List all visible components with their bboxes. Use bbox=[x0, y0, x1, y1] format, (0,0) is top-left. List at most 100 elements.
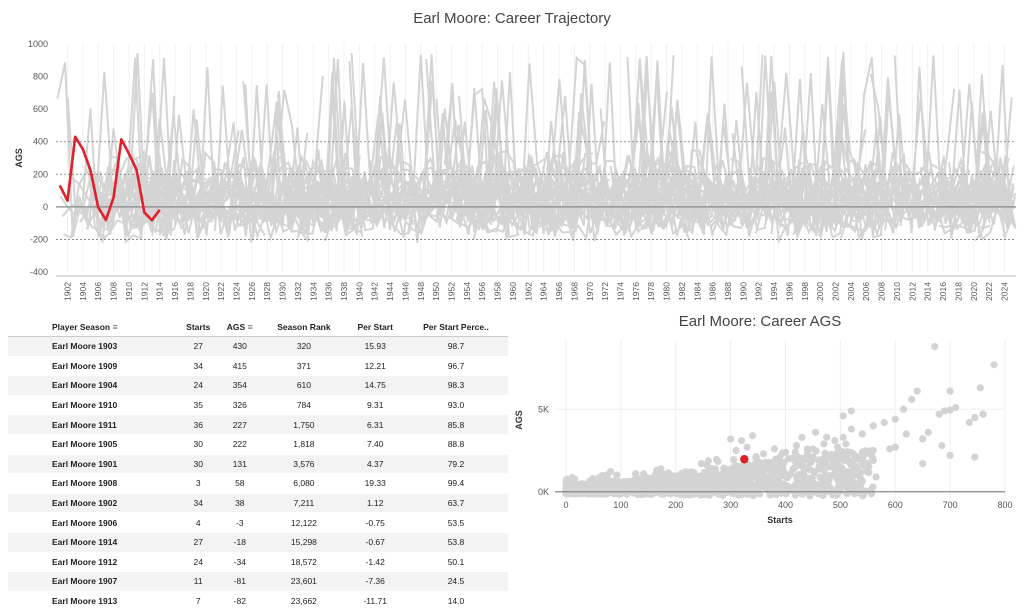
league-point bbox=[657, 480, 665, 488]
league-point bbox=[584, 490, 592, 498]
league-point bbox=[832, 457, 841, 465]
league-point bbox=[567, 485, 576, 494]
league-point bbox=[564, 487, 572, 495]
league-point bbox=[692, 489, 700, 497]
table-row[interactable]: Earl Moore 1907 11 -81 23,601 -7.36 24.5 bbox=[8, 571, 508, 592]
league-point bbox=[862, 447, 870, 455]
league-point bbox=[886, 445, 894, 453]
league-point bbox=[583, 484, 591, 492]
league-point bbox=[822, 452, 831, 460]
league-point bbox=[840, 456, 849, 465]
league-point bbox=[852, 452, 860, 461]
league-point bbox=[565, 487, 573, 495]
league-point bbox=[679, 471, 687, 479]
league-point bbox=[661, 480, 669, 488]
league-point bbox=[839, 412, 847, 420]
league-point bbox=[585, 483, 594, 491]
sort-icon[interactable]: ≡ bbox=[112, 322, 118, 332]
table-cell: 30 bbox=[178, 454, 219, 475]
league-point bbox=[832, 470, 841, 479]
league-point bbox=[719, 491, 727, 499]
table-row[interactable]: Earl Moore 1906 4 -3 12,122 -0.75 53.5 bbox=[8, 512, 508, 533]
league-point bbox=[971, 413, 979, 422]
league-point bbox=[665, 482, 673, 490]
col-header-ags[interactable]: AGS ≡ bbox=[218, 318, 262, 337]
league-point bbox=[570, 489, 578, 497]
league-point bbox=[585, 487, 593, 495]
table-row[interactable]: Earl Moore 1901 30 131 3,576 4.37 79.2 bbox=[8, 454, 508, 475]
league-point bbox=[566, 487, 574, 496]
x-tick-label: 1942 bbox=[370, 282, 380, 301]
league-point bbox=[563, 490, 572, 498]
table-row[interactable]: Earl Moore 1909 34 415 371 12.21 96.7 bbox=[8, 356, 508, 377]
league-point bbox=[562, 487, 571, 495]
table-cell: -34 bbox=[218, 552, 262, 573]
league-point bbox=[835, 462, 843, 470]
league-point bbox=[804, 455, 812, 464]
league-point bbox=[573, 485, 581, 493]
table-row[interactable]: Earl Moore 1913 7 -82 23,662 -11.71 14.0 bbox=[8, 591, 508, 611]
league-point bbox=[712, 470, 721, 478]
table-row[interactable]: Earl Moore 1911 36 227 1,750 6.31 85.8 bbox=[8, 414, 508, 435]
col-header-per-start-percentile[interactable]: Per Start Perce.. bbox=[403, 318, 508, 337]
league-point bbox=[919, 460, 927, 468]
league-point bbox=[570, 486, 578, 494]
league-point bbox=[830, 463, 838, 471]
league-point bbox=[722, 484, 731, 492]
table-row[interactable]: Earl Moore 1912 24 -34 18,572 -1.42 50.1 bbox=[8, 552, 508, 573]
league-point bbox=[794, 487, 802, 496]
league-point bbox=[703, 461, 711, 469]
table-row[interactable]: Earl Moore 1902 34 38 7,211 1.12 63.7 bbox=[8, 493, 508, 514]
league-point bbox=[835, 478, 843, 486]
league-point bbox=[650, 489, 658, 497]
league-point bbox=[733, 474, 741, 482]
league-point bbox=[658, 470, 667, 478]
league-point bbox=[772, 455, 780, 463]
league-point bbox=[772, 464, 781, 472]
league-point bbox=[731, 474, 739, 482]
col-header-starts[interactable]: Starts bbox=[178, 318, 219, 337]
league-point bbox=[581, 487, 589, 495]
table-row[interactable]: Earl Moore 1905 30 222 1,818 7.40 88.8 bbox=[8, 434, 508, 455]
league-point bbox=[570, 489, 578, 497]
col-header-season-rank[interactable]: Season Rank bbox=[261, 318, 347, 337]
table-row[interactable]: Earl Moore 1908 3 58 6,080 19.33 99.4 bbox=[8, 473, 508, 494]
earl-moore-point[interactable] bbox=[740, 455, 749, 464]
league-point bbox=[659, 481, 668, 489]
league-point bbox=[642, 484, 650, 493]
x-tick-label: 100 bbox=[613, 500, 628, 510]
league-point bbox=[656, 488, 665, 496]
league-point bbox=[838, 480, 846, 488]
table-row[interactable]: Earl Moore 1904 24 354 610 14.75 98.3 bbox=[8, 375, 508, 396]
league-career-line bbox=[85, 159, 119, 231]
league-point bbox=[682, 474, 691, 482]
sort-icon[interactable]: ≡ bbox=[247, 322, 253, 332]
league-point bbox=[563, 476, 571, 484]
table-row[interactable]: Earl Moore 1903 27 430 320 15.93 98.7 bbox=[8, 336, 508, 357]
league-point bbox=[623, 481, 631, 489]
league-career-line bbox=[913, 156, 1001, 224]
league-career-line bbox=[568, 59, 686, 223]
league-point bbox=[850, 488, 858, 497]
league-point bbox=[637, 481, 645, 489]
league-point bbox=[707, 480, 715, 488]
league-career-line bbox=[937, 178, 1017, 227]
league-point bbox=[803, 463, 812, 471]
league-point bbox=[617, 488, 626, 496]
league-point bbox=[727, 474, 735, 482]
league-point bbox=[675, 478, 684, 486]
col-header-player-season[interactable]: Player Season ≡ bbox=[8, 318, 179, 337]
league-point bbox=[791, 481, 799, 489]
league-point bbox=[819, 491, 827, 499]
league-point bbox=[572, 481, 580, 489]
col-header-per-start[interactable]: Per Start bbox=[346, 318, 404, 337]
league-point bbox=[676, 472, 684, 480]
table-cell: 15.93 bbox=[346, 336, 404, 357]
league-point bbox=[574, 486, 583, 494]
table-row[interactable]: Earl Moore 1914 27 -18 15,298 -0.67 53.8 bbox=[8, 532, 508, 553]
league-point bbox=[582, 488, 590, 496]
table-row[interactable]: Earl Moore 1910 35 326 784 9.31 93.0 bbox=[8, 395, 508, 416]
league-point bbox=[687, 486, 696, 494]
league-point bbox=[847, 481, 855, 489]
league-point bbox=[762, 466, 770, 474]
